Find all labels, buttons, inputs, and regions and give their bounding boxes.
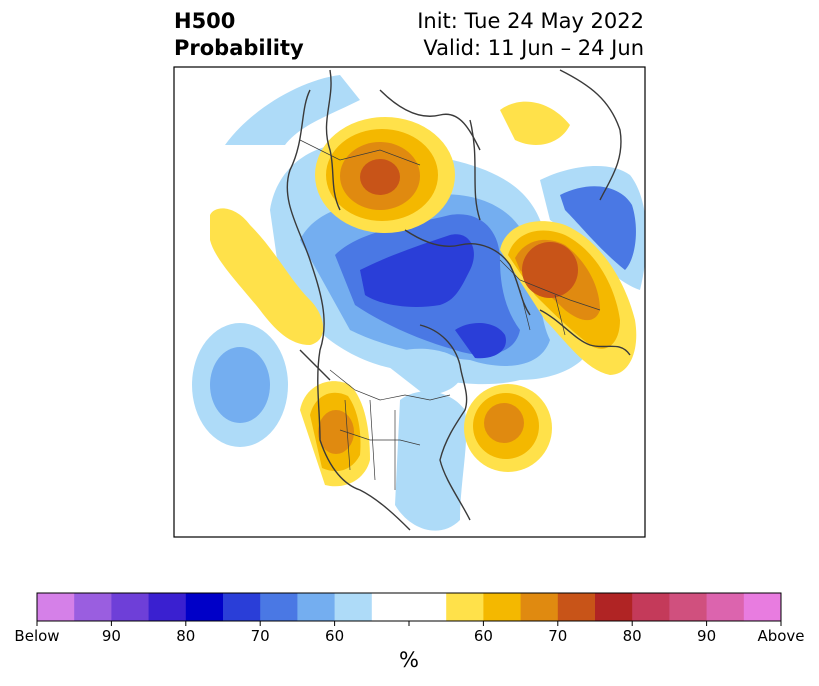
below-normal-north-pacific <box>192 323 288 447</box>
colorbar-segment <box>111 593 150 621</box>
map-panel <box>174 67 645 537</box>
below-normal-top-left <box>225 75 360 145</box>
colorbar-tick-label: 60 <box>325 627 345 645</box>
above-normal-north-atlantic <box>464 384 552 472</box>
colorbar-tick-label: 70 <box>548 627 568 645</box>
above-normal-alaska-siberia <box>315 117 455 233</box>
below-normal-ural <box>540 165 645 290</box>
colorbar-segment <box>223 593 261 621</box>
map-frame <box>173 66 646 538</box>
colorbar-segment <box>297 593 336 621</box>
colorbar-segment <box>520 593 559 621</box>
colorbar-tick-label: 70 <box>250 627 270 645</box>
title-h500: H500 <box>174 9 236 33</box>
colorbar-segment <box>669 593 708 621</box>
colorbar <box>36 592 782 626</box>
init-date: Init: Tue 24 May 2022 <box>417 9 644 33</box>
colorbar-tick-label: 80 <box>176 627 196 645</box>
colorbar-tick-label: Above <box>757 627 805 645</box>
colorbar-segment <box>706 593 745 621</box>
colorbar-segment <box>260 593 298 621</box>
colorbar-segment <box>185 593 224 621</box>
title-left: H500 Probability <box>174 8 304 62</box>
title-right: Init: Tue 24 May 2022 Valid: 11 Jun – 24… <box>417 8 644 62</box>
colorbar-segment <box>148 593 187 621</box>
colorbar-tick-label: 90 <box>101 627 121 645</box>
valid-period: Valid: 11 Jun – 24 Jun <box>423 36 644 60</box>
colorbar-segment <box>74 593 112 621</box>
colorbar-segment <box>409 593 447 621</box>
colorbar-segment <box>37 593 75 621</box>
borders <box>299 139 601 490</box>
colorbar-segment <box>632 593 670 621</box>
colorbar-segment <box>483 593 522 621</box>
colorbar-segment <box>446 593 484 621</box>
colorbar-tick-label: 90 <box>697 627 717 645</box>
colorbar-segment <box>334 593 373 621</box>
colorbar-tick-label: 80 <box>622 627 642 645</box>
below-normal-eastern-us <box>380 348 467 531</box>
colorbar-segment <box>595 593 633 621</box>
coastlines <box>286 69 631 531</box>
colorbar-tick-label: 60 <box>473 627 493 645</box>
above-normal-western-us <box>300 381 370 487</box>
colorbar-unit: % <box>399 648 419 672</box>
above-normal-pacific-band <box>210 208 324 345</box>
colorbar-segment <box>371 593 410 621</box>
colorbar-tick-label: Below <box>14 627 60 645</box>
title-probability: Probability <box>174 36 304 60</box>
above-normal-scandinavia-europe <box>500 221 637 375</box>
colorbar-segment <box>743 593 782 621</box>
colorbar-segment <box>557 593 596 621</box>
above-normal-north-siberia <box>500 101 570 145</box>
